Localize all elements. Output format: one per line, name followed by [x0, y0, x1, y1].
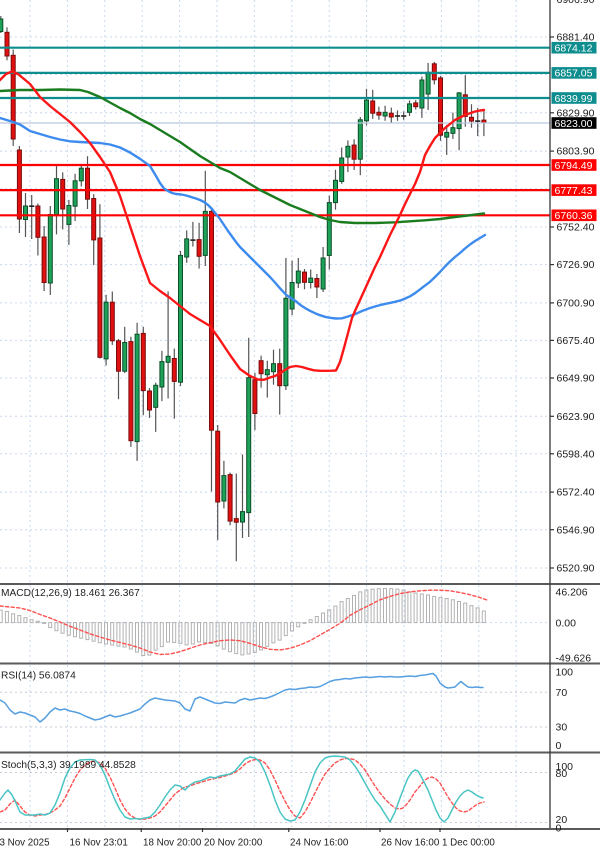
- svg-text:6700.90: 6700.90: [557, 298, 595, 310]
- svg-text:46.206: 46.206: [556, 587, 588, 599]
- svg-text:6823.00: 6823.00: [555, 118, 593, 130]
- svg-text:18 Nov 20:00: 18 Nov 20:00: [143, 838, 202, 849]
- svg-text:80: 80: [556, 768, 568, 780]
- svg-text:6546.90: 6546.90: [557, 524, 595, 536]
- svg-text:6777.43: 6777.43: [555, 185, 593, 197]
- svg-text:6623.90: 6623.90: [557, 411, 595, 423]
- svg-text:RSI(14) 56.0874: RSI(14) 56.0874: [1, 671, 76, 682]
- svg-text:6520.90: 6520.90: [557, 563, 595, 575]
- svg-text:70: 70: [556, 687, 568, 699]
- svg-text:6572.40: 6572.40: [557, 487, 595, 499]
- svg-text:26 Nov 16:00: 26 Nov 16:00: [381, 838, 440, 849]
- svg-text:6803.90: 6803.90: [557, 146, 595, 158]
- svg-text:6857.05: 6857.05: [555, 68, 593, 80]
- svg-text:6598.40: 6598.40: [557, 448, 595, 460]
- svg-text:13 Nov 2025: 13 Nov 2025: [0, 838, 50, 849]
- svg-text:6829.90: 6829.90: [557, 107, 595, 119]
- svg-text:24 Nov 16:00: 24 Nov 16:00: [290, 838, 349, 849]
- svg-text:6649.90: 6649.90: [557, 373, 595, 385]
- svg-text:6839.99: 6839.99: [555, 93, 593, 105]
- svg-text:6881.40: 6881.40: [557, 32, 595, 44]
- svg-text:0: 0: [556, 740, 562, 752]
- svg-text:0.00: 0.00: [556, 618, 577, 630]
- svg-text:6874.12: 6874.12: [555, 43, 593, 55]
- svg-text:6675.40: 6675.40: [557, 335, 595, 347]
- svg-text:20: 20: [556, 814, 568, 826]
- svg-text:MACD(12,26,9) 18.461 26.367: MACD(12,26,9) 18.461 26.367: [1, 588, 140, 599]
- svg-text:0: 0: [556, 823, 562, 835]
- svg-text:1 Dec 00:00: 1 Dec 00:00: [442, 838, 495, 849]
- svg-text:16 Nov 23:01: 16 Nov 23:01: [70, 838, 128, 849]
- svg-text:6726.90: 6726.90: [557, 259, 595, 271]
- svg-text:30: 30: [556, 722, 568, 734]
- svg-text:6760.36: 6760.36: [555, 210, 593, 222]
- svg-text:6906.90: 6906.90: [557, 0, 595, 6]
- svg-text:20 Nov 20:00: 20 Nov 20:00: [204, 838, 263, 849]
- svg-text:6794.49: 6794.49: [555, 160, 593, 172]
- svg-text:100: 100: [556, 761, 574, 773]
- svg-text:100: 100: [556, 667, 574, 679]
- svg-text:6752.40: 6752.40: [557, 222, 595, 234]
- svg-text:-49.626: -49.626: [556, 653, 592, 665]
- svg-text:Stoch(5,3,3) 39.1989 44.8528: Stoch(5,3,3) 39.1989 44.8528: [1, 760, 136, 771]
